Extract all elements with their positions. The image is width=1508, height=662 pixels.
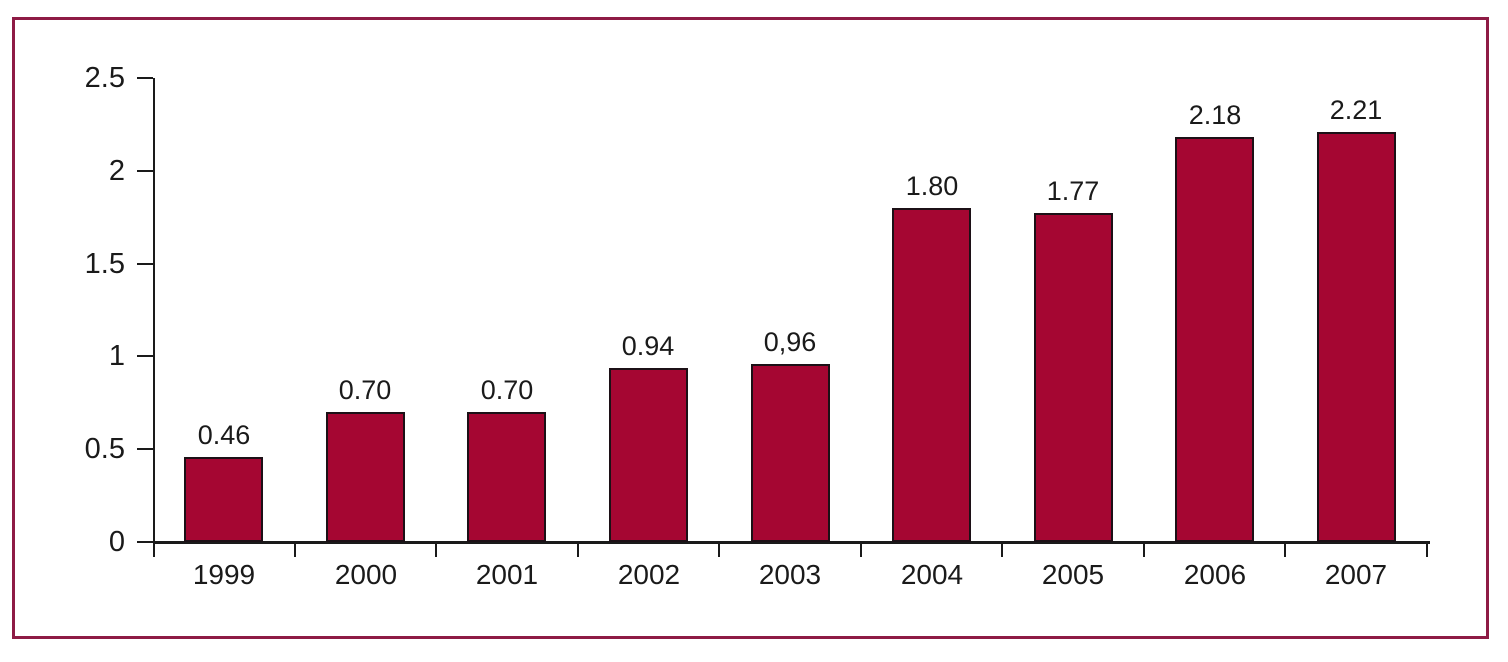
y-axis-tick	[137, 263, 153, 265]
x-axis-category-label: 2000	[334, 559, 398, 590]
bar-2005	[1034, 213, 1113, 542]
y-axis-tick-label: 0.5	[84, 433, 125, 465]
x-axis-tick	[1143, 542, 1145, 557]
bar-value-label: 1.80	[905, 171, 959, 201]
bar-value-label: 0.70	[480, 375, 534, 405]
bar-value-label: 0.46	[197, 420, 251, 450]
y-axis-tick-label: 2.5	[84, 62, 125, 94]
y-axis	[153, 78, 155, 557]
y-axis-tick	[137, 355, 153, 357]
bar-value-label: 0.70	[338, 375, 392, 405]
bar-value-label: 1.77	[1046, 176, 1100, 206]
y-axis-tick-label: 1.5	[84, 248, 125, 280]
x-axis-tick	[294, 542, 296, 557]
x-axis-tick	[860, 542, 862, 557]
x-axis-category-label: 2002	[617, 559, 681, 590]
x-axis-tick	[1284, 542, 1286, 557]
bar-2004	[892, 208, 971, 542]
x-axis-category-label: 2001	[475, 559, 539, 590]
bar-2006	[1175, 137, 1254, 542]
bar-value-label: 0,96	[763, 327, 817, 357]
y-axis-tick-label: 2	[108, 155, 125, 187]
x-axis-category-label: 2007	[1324, 559, 1388, 590]
y-axis-tick	[137, 170, 153, 172]
y-axis-tick	[137, 77, 153, 79]
bar-2000	[326, 412, 405, 542]
x-axis-category-label: 2005	[1041, 559, 1105, 590]
x-axis-tick	[1001, 542, 1003, 557]
x-axis	[153, 541, 1430, 544]
bar-2001	[467, 412, 546, 542]
bar-2002	[609, 368, 688, 542]
bar-1999	[184, 457, 263, 542]
x-axis-category-label: 1999	[192, 559, 256, 590]
x-axis-category-label: 2003	[758, 559, 822, 590]
bar-2003	[751, 364, 830, 542]
x-axis-tick	[718, 542, 720, 557]
bar-value-label: 2.18	[1188, 100, 1242, 130]
y-axis-tick-label: 0	[108, 526, 125, 558]
bar-value-label: 0.94	[621, 331, 675, 361]
x-axis-tick	[435, 542, 437, 557]
bar-value-label: 2.21	[1329, 95, 1383, 125]
x-axis-tick	[1426, 542, 1428, 557]
y-axis-tick-label: 1	[108, 340, 125, 372]
y-axis-tick	[137, 541, 153, 543]
bar-2007	[1317, 132, 1396, 542]
x-axis-category-label: 2004	[900, 559, 964, 590]
y-axis-tick	[137, 448, 153, 450]
x-axis-tick	[577, 542, 579, 557]
x-axis-category-label: 2006	[1183, 559, 1247, 590]
